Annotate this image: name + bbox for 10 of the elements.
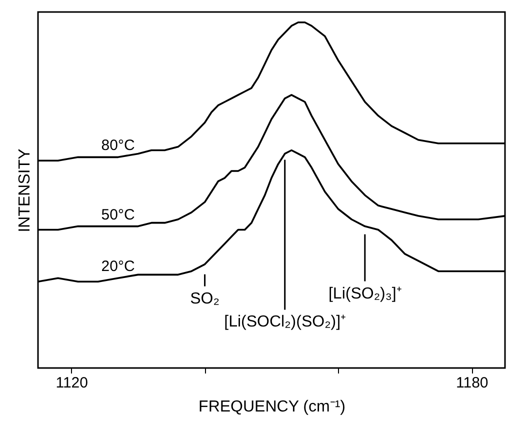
annotation: SO₂	[190, 290, 220, 308]
series-label: 80°C	[101, 137, 135, 154]
series-label: 20°C	[101, 258, 135, 276]
y-axis-title: INTENSITY	[16, 148, 34, 232]
annotation: [Li(SO₂)₃]⁺	[328, 285, 402, 302]
series-label: 50°C	[101, 206, 135, 224]
x-tick-label: 1180	[456, 374, 488, 392]
x-tick-label: 1120	[56, 374, 88, 392]
annotation: [Li(SOCl₂)(SO₂)]⁺	[224, 314, 346, 331]
x-axis-title: FREQUENCY (cm⁻¹)	[198, 398, 346, 416]
